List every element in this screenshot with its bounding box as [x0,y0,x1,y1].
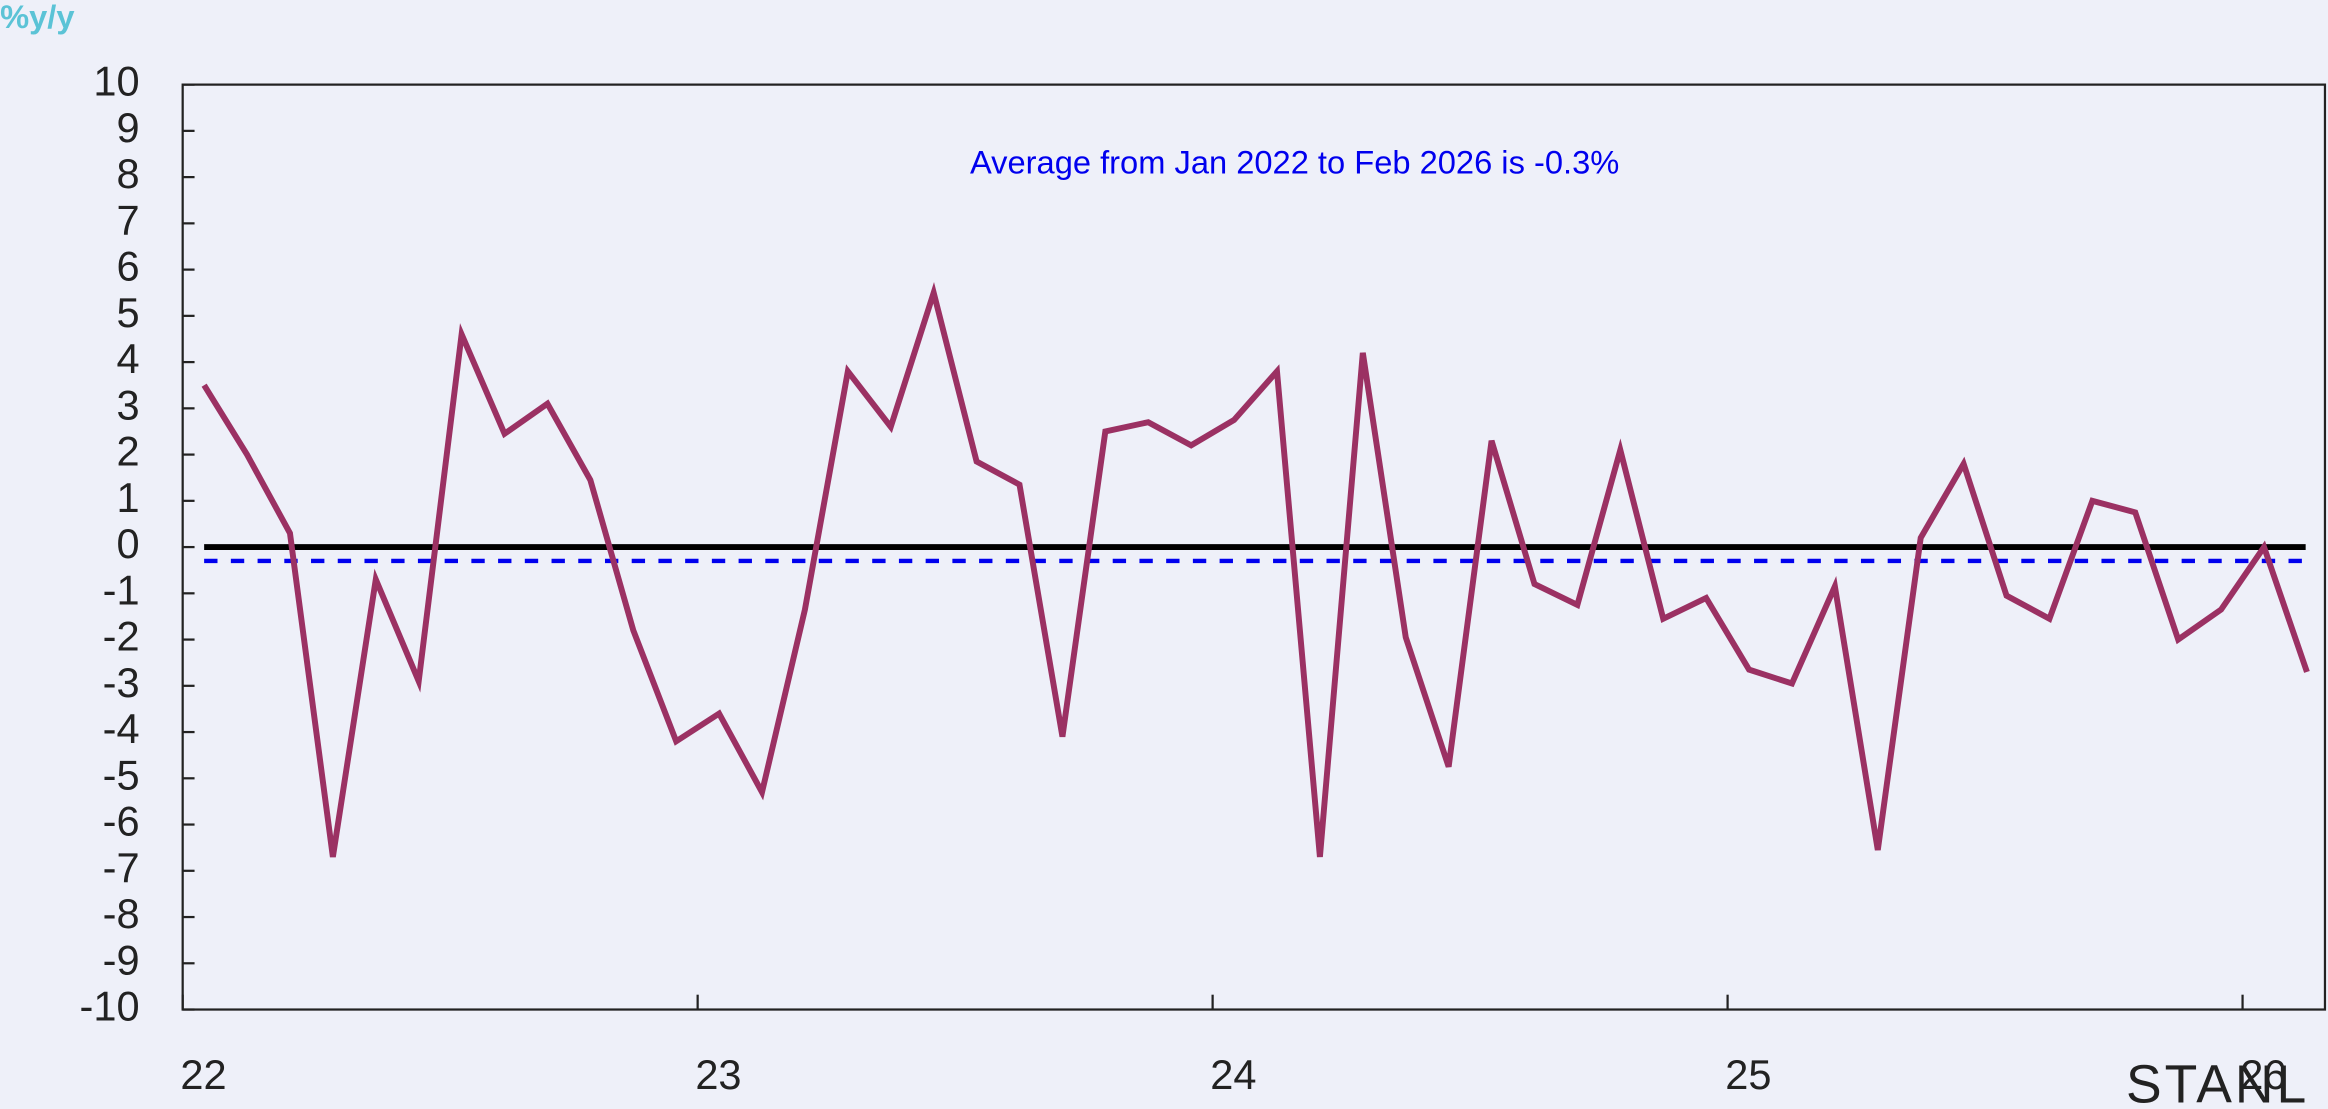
y-tick-label: 10 [93,58,139,105]
y-tick-label: 4 [117,335,140,382]
x-tick-label: 22 [180,1051,226,1098]
y-tick-label: -5 [103,751,140,798]
y-tick-label: -10 [80,983,140,1030]
x-tick-label: 25 [1725,1051,1771,1098]
x-tick-label: 26 [2240,1051,2286,1098]
y-tick-label: 3 [117,381,140,428]
y-tick-label: -8 [103,890,140,937]
y-tick-label: -2 [103,613,140,660]
annotation: Average from Jan 2022 to Feb 2026 is -0.… [970,143,1619,180]
x-tick-label: 24 [1210,1051,1256,1098]
y-tick-label: 7 [117,196,140,243]
y-unit-label: %y/y [0,0,74,35]
y-tick-label: -7 [103,844,140,891]
y-tick-label: -4 [103,705,140,752]
y-tick-label: -1 [103,566,140,613]
y-tick-label: 5 [117,289,140,336]
y-tick-label: -6 [103,798,140,845]
y-tick-label: 6 [117,243,140,290]
y-tick-label: 2 [117,428,140,475]
y-tick-label: -9 [103,936,140,983]
data-line [201,281,2310,858]
y-tick-label: 1 [117,474,140,521]
watermark: STANL [2126,1055,2309,1109]
y-tick-label: 0 [117,520,140,567]
y-tick-label: 9 [117,104,140,151]
y-tick-label: 8 [117,150,140,197]
y-tick-label: -3 [103,659,140,706]
x-tick-label: 23 [695,1051,741,1098]
